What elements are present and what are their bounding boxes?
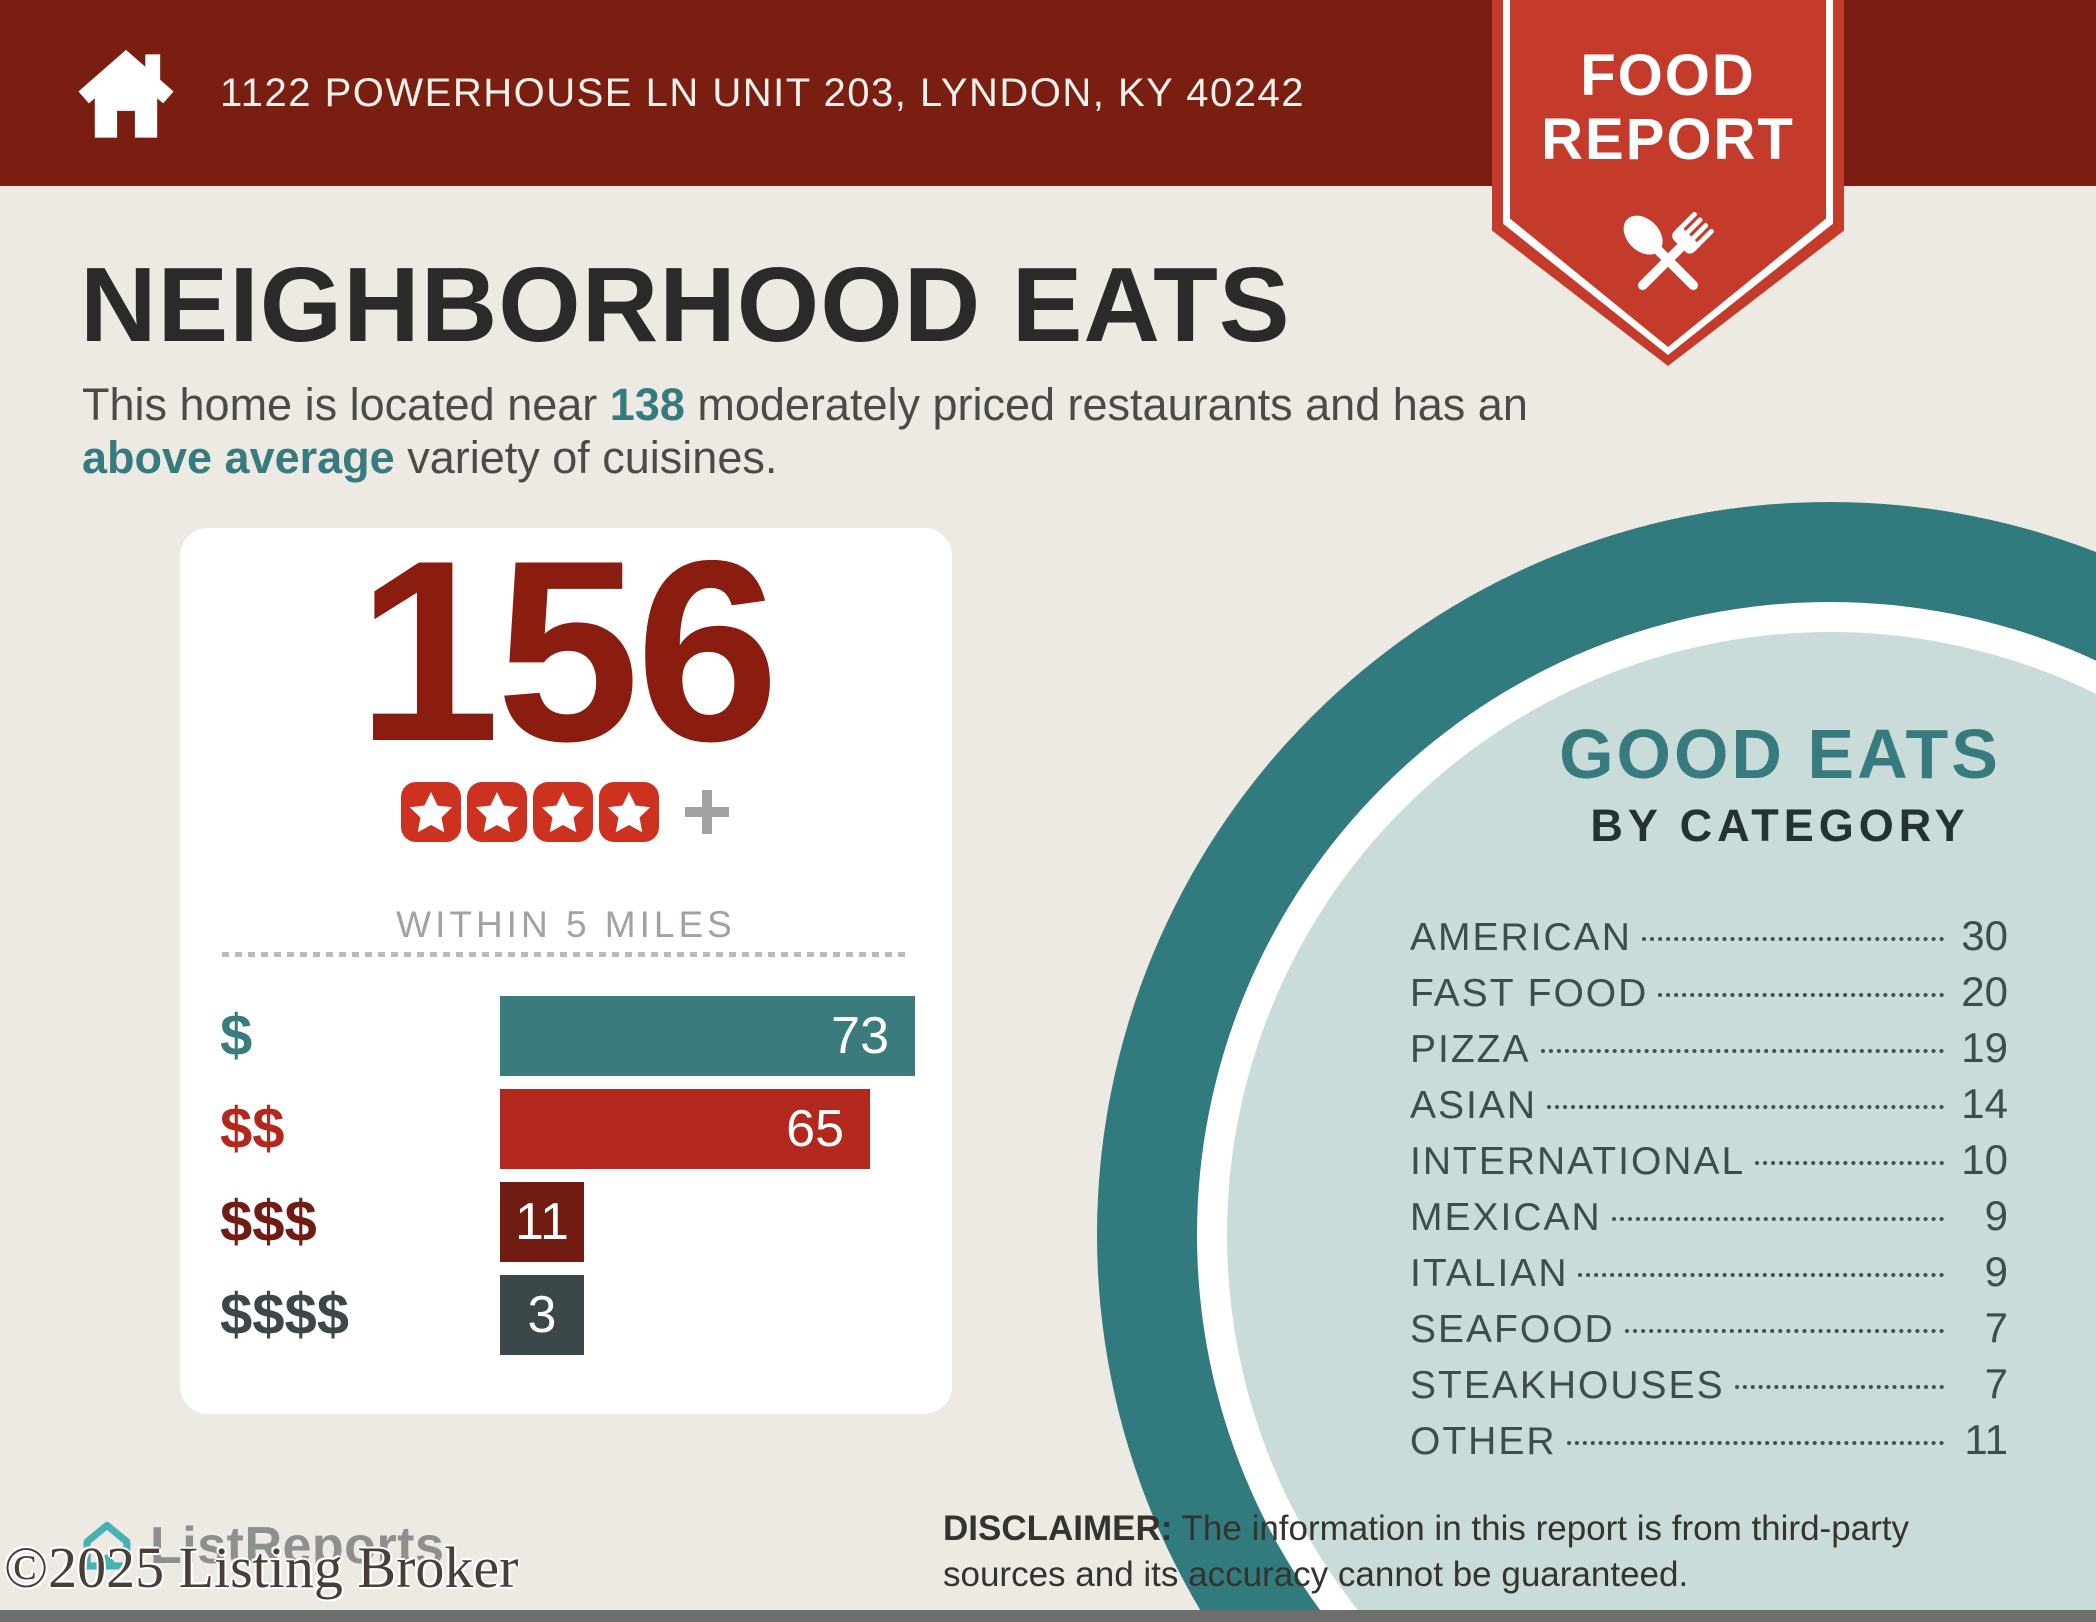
category-value: 11 [1964,1416,2008,1463]
category-row: ITALIAN 9 [1410,1248,2008,1304]
category-row: MEXICAN 9 [1410,1192,2008,1248]
dotted-leader [1578,1273,1944,1277]
category-row: SEAFOOD 7 [1410,1304,2008,1360]
listing-broker-watermark: ©2025 Listing Broker [4,1535,519,1600]
category-row: FAST FOOD 20 [1410,968,2008,1024]
page-subtitle-segment: variety of cuisines. [394,432,778,483]
listreports-logo: ListReports [78,1516,444,1576]
category-value: 20 [1961,968,2008,1015]
category-value: 9 [1984,1192,2008,1239]
dotted-leader [1755,1161,1944,1165]
food-report-ribbon: FOOD REPORT [1492,0,1844,366]
page-subtitle-segment: This home is located near [82,379,610,430]
category-name: FAST FOOD [1410,972,1649,1015]
dotted-leader [1658,993,1944,997]
category-row: STEAKHOUSES 7 [1410,1360,2008,1416]
category-value: 10 [1961,1136,2008,1183]
category-value: 14 [1961,1080,2008,1127]
disclaimer: DISCLAIMER: The information in this repo… [943,1506,2038,1598]
page-subtitle: This home is located near 138 moderately… [82,378,1552,484]
star-icon [401,782,461,842]
page-title: NEIGHBORHOOD EATS [80,246,1291,364]
disclaimer-label: DISCLAIMER: [943,1509,1173,1548]
dotted-leader [1547,1105,1944,1109]
price-bar-value: 3 [527,1286,557,1344]
ribbon-title-line1: FOOD [1580,43,1756,108]
category-row: PIZZA 19 [1410,1024,2008,1080]
category-name: PIZZA [1410,1028,1531,1071]
star-rating [180,782,952,842]
price-bar: 3 [500,1275,584,1355]
restaurant-count-card: 156 WITHIN 5 MILES $73 $$ 65 $$$ 11 $$$$ 3 [180,506,952,1414]
category-value: 9 [1984,1248,2008,1295]
price-bar: 73 [500,996,915,1076]
listreports-house-icon [83,1521,131,1570]
bottom-edge-strip [0,1610,2096,1622]
ribbon-title: FOOD REPORT [1492,44,1844,172]
category-name: SEAFOOD [1410,1308,1615,1351]
star-icon [467,782,527,842]
dotted-leader [1540,1049,1944,1053]
price-tier-bar-chart: $73 $$ 65 $$$ 11 $$$$ 3 [180,996,952,1368]
price-tier-label: $ [220,1003,253,1068]
category-value: 7 [1984,1304,2008,1351]
dotted-leader [1566,1441,1944,1445]
price-bar: 65 [500,1089,870,1169]
price-bar-value: 65 [786,1100,844,1158]
price-bar-value: 73 [831,1007,889,1065]
dotted-leader [1611,1217,1944,1221]
price-bar: 11 [500,1182,584,1262]
category-row: AMERICAN 30 [1410,912,2008,968]
crossed-spoon-fork-icon [1623,211,1714,291]
page-subtitle-segment: above average [82,432,395,483]
house-icon [78,49,174,138]
price-tier-label: $$$ [220,1189,317,1254]
page-subtitle-segment: 138 [609,379,685,430]
price-bar-row: $73 [180,996,952,1076]
category-name: STEAKHOUSES [1410,1364,1725,1407]
category-row: INTERNATIONAL 10 [1410,1136,2008,1192]
category-name: OTHER [1410,1420,1557,1463]
category-value: 30 [1961,912,2008,959]
price-bar-row: $$ 65 [180,1089,952,1169]
category-name: MEXICAN [1410,1196,1602,1239]
disclaimer-text: The information in this report is from t… [943,1509,1910,1594]
dotted-leader [1624,1329,1944,1333]
listreports-wordmark: ListReports [150,1517,445,1575]
good-eats-title: GOOD EATS [1559,715,2001,793]
dashed-divider [222,952,910,957]
category-list: AMERICAN 30 FAST FOOD 20 PIZZA 19 ASIAN 14 INTER… [1410,912,2008,1472]
category-row: OTHER 11 [1410,1416,2008,1472]
dotted-leader [1641,937,1944,941]
price-bar-row: $$$$ 3 [180,1275,952,1355]
category-row: ASIAN 14 [1410,1080,2008,1136]
page-subtitle-segment: moderately priced restaurants and has an [684,379,1528,430]
radius-label: WITHIN 5 MILES [396,904,736,945]
dotted-leader [1734,1385,1944,1389]
price-bar-row: $$$ 11 [180,1182,952,1262]
star-icon [533,782,593,842]
price-tier-label: $$ [220,1096,285,1161]
good-eats-subtitle: BY CATEGORY [1590,800,1970,851]
category-value: 7 [1984,1360,2008,1407]
plus-icon [683,788,731,836]
category-value: 19 [1961,1024,2008,1071]
star-icon [599,782,659,842]
property-address: 1122 POWERHOUSE LN UNIT 203, LYNDON, KY … [220,70,1305,115]
price-bar-value: 11 [515,1193,569,1251]
category-name: ITALIAN [1410,1252,1569,1295]
category-name: AMERICAN [1410,916,1632,959]
restaurant-count: 156 [356,506,779,795]
price-tier-label: $$$$ [220,1282,350,1347]
category-name: ASIAN [1410,1084,1538,1127]
category-name: INTERNATIONAL [1410,1140,1746,1183]
ribbon-title-line2: REPORT [1541,107,1795,172]
